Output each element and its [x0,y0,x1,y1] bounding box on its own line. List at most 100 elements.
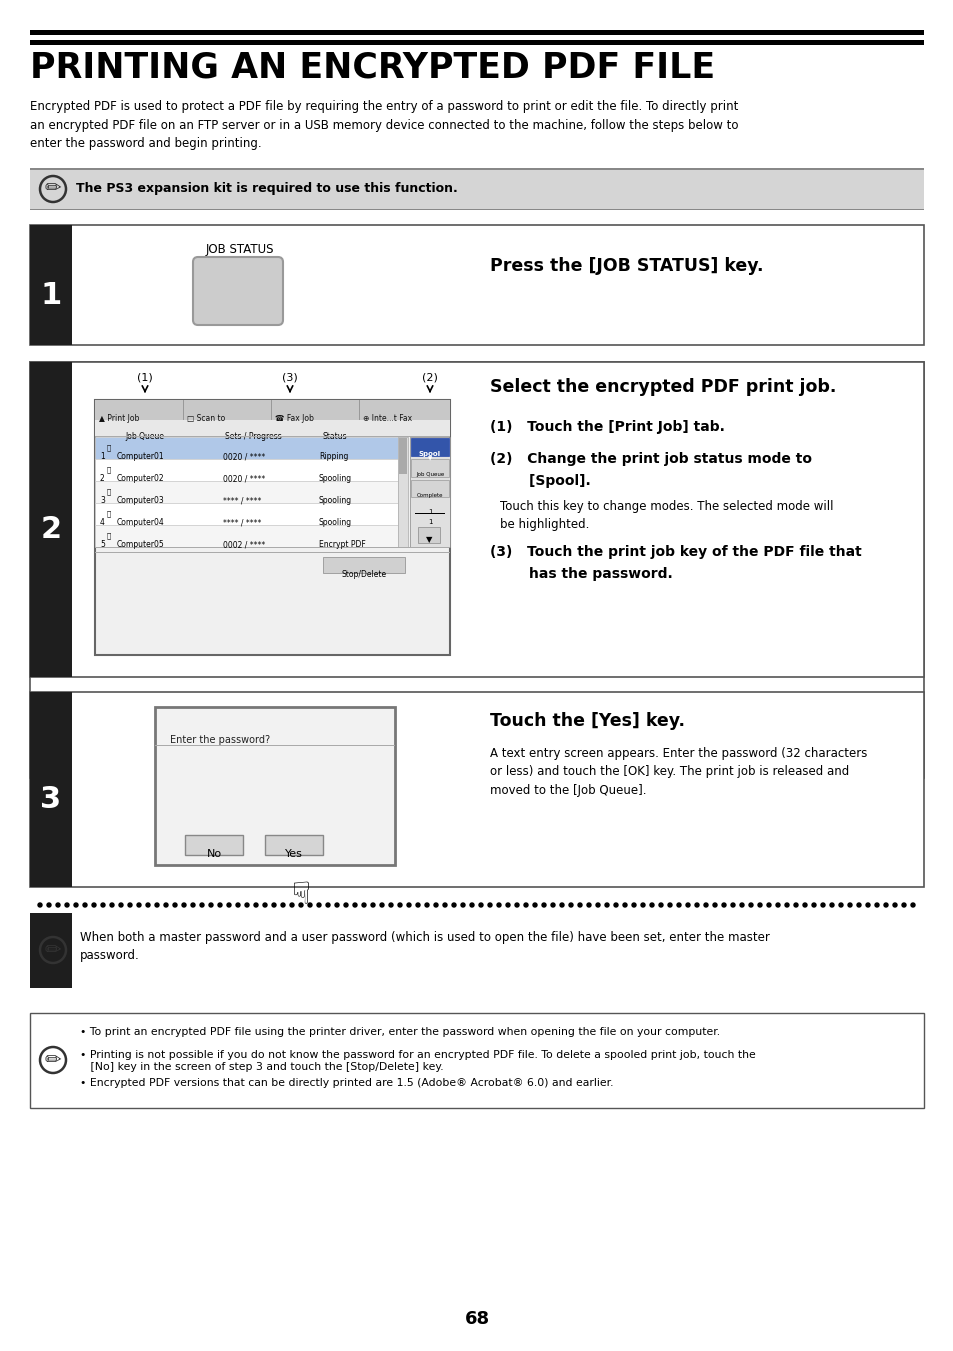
Circle shape [344,902,348,907]
Bar [30,208,923,209]
Circle shape [389,902,393,907]
Circle shape [758,902,761,907]
Circle shape [596,902,599,907]
Text: • Encrypted PDF versions that can be directly printed are 1.5 (Adobe® Acrobat® 6: • Encrypted PDF versions that can be dir… [80,1078,613,1088]
Circle shape [695,902,699,907]
Text: No: No [206,848,221,859]
Circle shape [766,902,770,907]
Circle shape [551,902,555,907]
Text: 2: 2 [40,515,62,543]
Text: Spooling: Spooling [318,474,352,484]
Circle shape [523,902,527,907]
Text: Ripping: Ripping [318,453,348,461]
Circle shape [667,902,671,907]
Circle shape [172,902,177,907]
Bar [95,481,397,503]
Circle shape [326,902,330,907]
Circle shape [353,902,356,907]
Text: The PS3 expansion kit is required to use this function.: The PS3 expansion kit is required to use… [76,182,457,195]
Bar [411,480,449,497]
Text: 5: 5 [100,540,105,549]
Bar [183,400,184,420]
Bar [95,400,450,420]
Bar [95,436,397,459]
Text: When both a master password and a user password (which is used to open the file): When both a master password and a user p… [80,931,769,962]
Text: Select the encrypted PDF print job.: Select the encrypted PDF print job. [490,378,836,396]
Circle shape [416,902,419,907]
Bar [411,459,449,477]
Circle shape [748,902,752,907]
Text: ⊕ Inte...t Fax: ⊕ Inte...t Fax [363,413,412,423]
Circle shape [137,902,141,907]
Bar [30,913,923,988]
Text: JOB STATUS: JOB STATUS [206,243,274,255]
Circle shape [892,902,896,907]
Circle shape [640,902,644,907]
Text: ✏: ✏ [45,1051,61,1070]
Text: Computer02: Computer02 [117,474,165,484]
Circle shape [191,902,194,907]
Text: Job Queue: Job Queue [125,432,164,440]
Circle shape [505,902,510,907]
Circle shape [586,902,590,907]
Bar [30,1013,923,1108]
Circle shape [119,902,123,907]
Circle shape [470,902,474,907]
Text: 3: 3 [100,496,105,505]
Circle shape [281,902,285,907]
Circle shape [622,902,626,907]
Text: Touch this key to change modes. The selected mode will
be highlighted.: Touch this key to change modes. The sele… [499,500,833,531]
Text: Encrypted PDF is used to protect a PDF file by requiring the entry of a password: Encrypted PDF is used to protect a PDF f… [30,100,738,150]
Circle shape [568,902,573,907]
Circle shape [154,902,159,907]
Circle shape [83,902,87,907]
Circle shape [146,902,150,907]
Circle shape [200,902,204,907]
Bar [30,913,71,988]
Circle shape [227,902,231,907]
Circle shape [604,902,608,907]
Text: 1: 1 [427,509,432,515]
Text: Computer01: Computer01 [117,453,165,461]
Bar [265,835,323,855]
FancyBboxPatch shape [193,257,283,326]
Circle shape [424,902,429,907]
Circle shape [829,902,833,907]
Circle shape [515,902,518,907]
Text: 1: 1 [427,519,432,526]
Text: ▼: ▼ [425,535,432,544]
Circle shape [614,902,618,907]
Circle shape [272,902,275,907]
Circle shape [784,902,788,907]
Text: Spooling: Spooling [318,517,352,527]
Circle shape [533,902,537,907]
Text: Touch the [Yes] key.: Touch the [Yes] key. [490,712,684,730]
Bar [95,503,397,526]
Bar [358,400,359,420]
Circle shape [460,902,464,907]
Text: A text entry screen appears. Enter the password (32 characters
or less) and touc: A text entry screen appears. Enter the p… [490,747,866,797]
Bar [30,226,71,345]
Text: (2)   Change the print job status mode to: (2) Change the print job status mode to [490,453,811,466]
Text: 🖥: 🖥 [107,489,111,496]
Bar [30,168,923,169]
Circle shape [578,902,581,907]
Circle shape [245,902,249,907]
Circle shape [91,902,96,907]
Circle shape [308,902,312,907]
Bar [271,400,272,420]
Text: • To print an encrypted PDF file using the printer driver, enter the password wh: • To print an encrypted PDF file using t… [80,1027,720,1038]
Text: (3): (3) [282,372,297,382]
Bar [30,362,923,677]
Text: (1): (1) [137,372,152,382]
Circle shape [821,902,824,907]
Circle shape [128,902,132,907]
Text: Job Queue: Job Queue [416,471,444,477]
Circle shape [56,902,60,907]
Text: 4: 4 [100,517,105,527]
Bar [95,420,450,436]
Circle shape [883,902,887,907]
Circle shape [775,902,780,907]
Circle shape [397,902,401,907]
Bar [30,362,71,677]
